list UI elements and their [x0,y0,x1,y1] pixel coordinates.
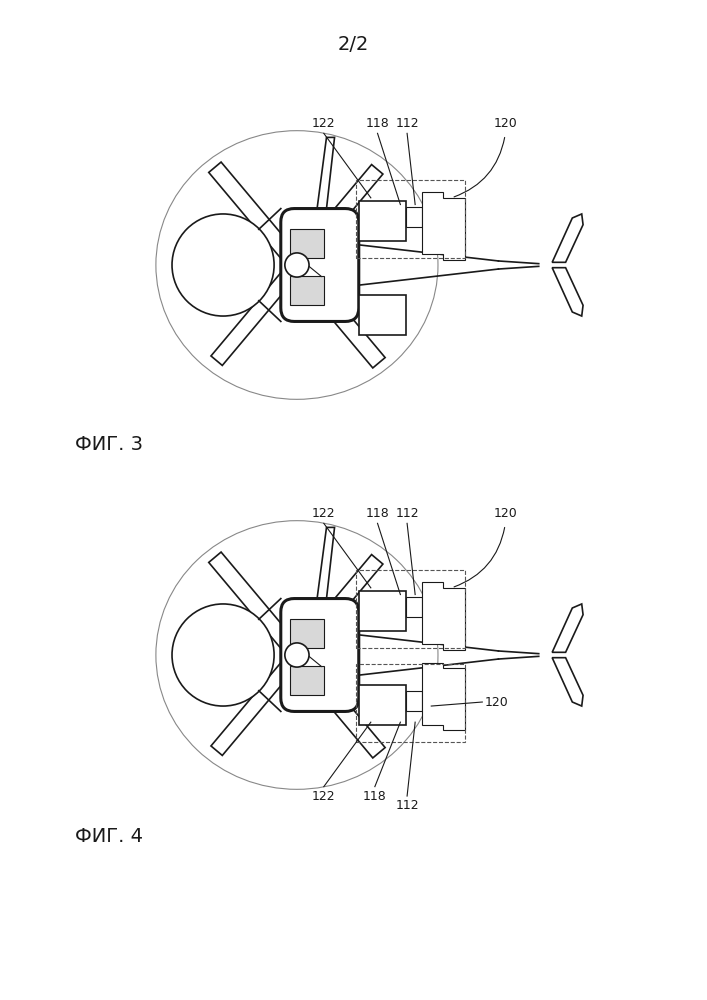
Polygon shape [422,582,465,650]
Polygon shape [209,552,303,660]
FancyBboxPatch shape [281,209,358,321]
Text: 122: 122 [312,117,336,130]
Text: 118: 118 [366,507,390,520]
Polygon shape [291,555,383,660]
Circle shape [285,643,309,667]
Polygon shape [552,604,583,652]
Text: 112: 112 [395,507,419,520]
Polygon shape [552,214,583,262]
Polygon shape [291,165,383,270]
Polygon shape [422,663,465,730]
Text: 2/2: 2/2 [337,35,368,54]
Polygon shape [291,260,385,368]
Text: 120: 120 [493,117,517,130]
Circle shape [285,253,309,277]
Bar [356,570,465,648]
Polygon shape [291,650,385,758]
Ellipse shape [172,214,274,316]
Polygon shape [209,162,303,270]
Bar [356,664,465,742]
Bar [358,295,406,335]
Text: 120: 120 [493,507,517,520]
Polygon shape [422,192,465,260]
Text: 112: 112 [395,799,419,812]
Bar [291,666,324,695]
Bar [358,201,406,241]
Bar [291,276,324,305]
Text: 118: 118 [363,790,387,803]
Ellipse shape [172,604,274,706]
Bar [406,691,422,711]
Bar [406,597,422,617]
Polygon shape [317,137,334,209]
Text: ФИГ. 4: ФИГ. 4 [75,828,143,846]
Bar [358,685,406,725]
Text: 112: 112 [395,117,419,130]
Bar [358,591,406,631]
Bar [291,229,324,258]
Polygon shape [552,658,583,706]
Text: 122: 122 [312,790,336,803]
Text: 122: 122 [312,507,336,520]
FancyBboxPatch shape [281,599,358,711]
Bar [291,619,324,648]
Polygon shape [317,527,334,599]
Polygon shape [552,268,583,316]
Bar [356,180,465,258]
Bar [406,207,422,227]
Polygon shape [211,260,303,365]
Text: 118: 118 [366,117,390,130]
Polygon shape [211,650,303,755]
Text: ФИГ. 3: ФИГ. 3 [75,436,143,454]
Text: 120: 120 [485,696,509,709]
